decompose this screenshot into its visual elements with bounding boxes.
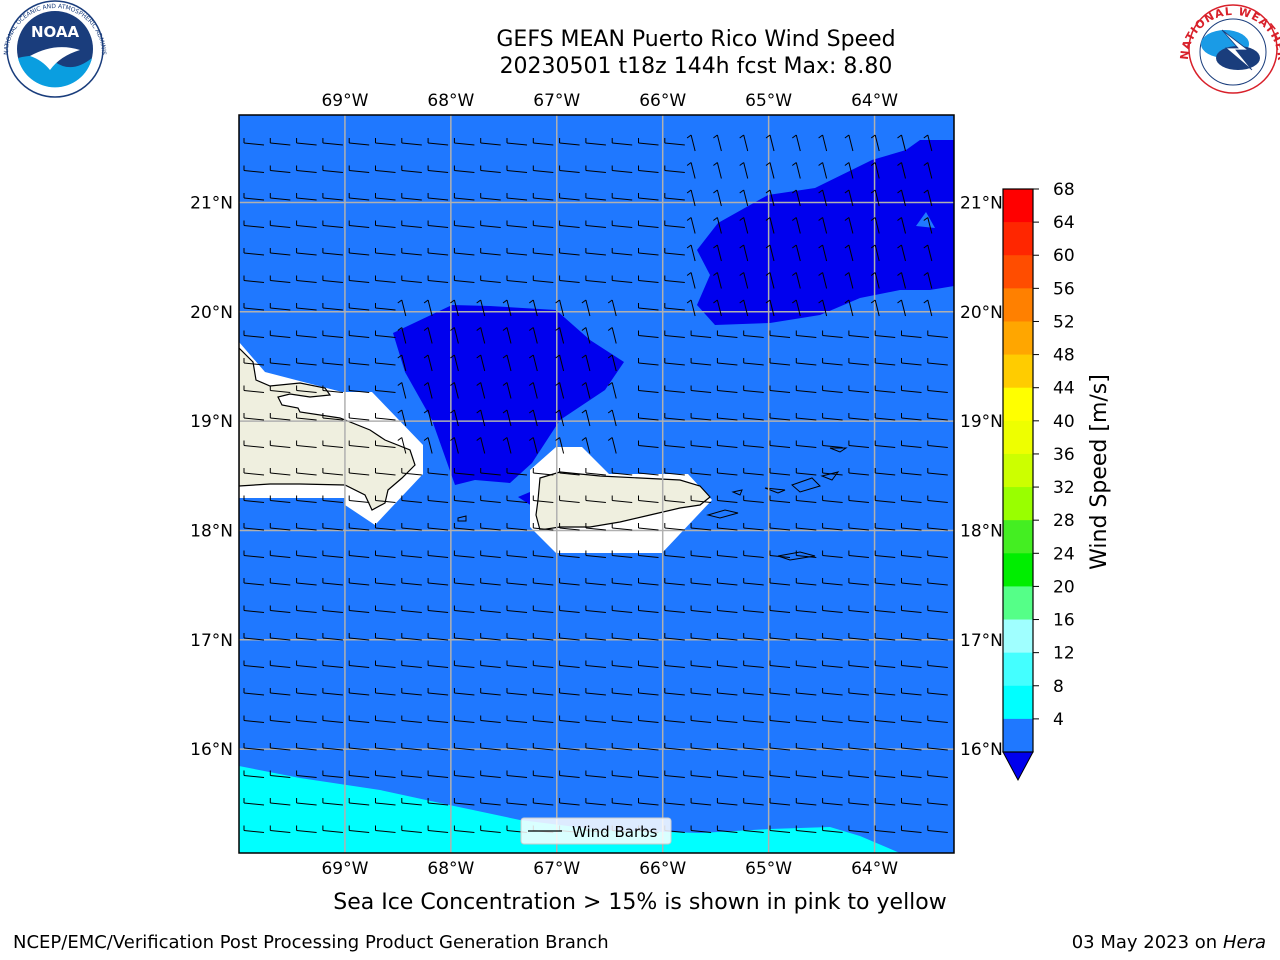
colorbar-bin xyxy=(1003,354,1033,389)
lon-tick-bottom: 69°W xyxy=(321,859,368,879)
lat-tick-left: 21°N xyxy=(190,193,233,213)
colorbar-tick: 16 xyxy=(1053,611,1075,631)
lon-tick-top: 67°W xyxy=(533,91,580,111)
latitude-ticks-right: 21°N 20°N 19°N 18°N 17°N 16°N xyxy=(960,193,1003,760)
footer-branch: NCEP/EMC/Verification Post Processing Pr… xyxy=(13,932,609,953)
colorbar-bin xyxy=(1003,189,1033,223)
lat-tick-left: 16°N xyxy=(190,740,233,760)
colorbar-bin xyxy=(1003,255,1033,289)
colorbar-tick: 60 xyxy=(1053,246,1075,266)
chart-title: GEFS MEAN Puerto Rico Wind Speed xyxy=(496,27,896,52)
wind-barbs xyxy=(243,134,948,833)
colorbar-tick: 56 xyxy=(1053,279,1075,299)
colorbar-bin xyxy=(1003,520,1033,554)
lat-tick-right: 18°N xyxy=(960,521,1003,541)
lon-tick-bottom: 65°W xyxy=(745,859,792,879)
colorbar-tick: 44 xyxy=(1053,379,1075,399)
colorbar-tick: 12 xyxy=(1053,644,1075,664)
colorbar-bin xyxy=(1003,321,1033,356)
svg-text:NATIONAL WEATHER SERVICE: NATIONAL WEATHER SERVICE xyxy=(0,0,1280,62)
map-frame xyxy=(238,114,955,854)
chart-subtitle: 20230501 t18z 144h fcst Max: 8.80 xyxy=(499,54,893,79)
colorbar-bin xyxy=(1003,487,1033,521)
cyan-contour-region xyxy=(239,766,900,853)
lat-tick-right: 17°N xyxy=(960,631,1003,651)
nws-logo: NATIONAL WEATHER SERVICE xyxy=(0,0,1280,94)
colorbar-bin xyxy=(1003,685,1033,720)
noaa-logo: NOAA NATIONAL OCEANIC AND ATMOSPHERIC AD… xyxy=(0,0,107,98)
lat-tick-left: 18°N xyxy=(190,521,233,541)
colorbar-under-arrow xyxy=(1002,751,1034,782)
colorbar: 68 64 60 56 52 48 44 40 36 32 28 24 20 16 12 8 4 xyxy=(1002,180,1075,782)
map-area xyxy=(239,115,954,853)
puerto-rico-land xyxy=(535,471,711,531)
colorbar-tick: 8 xyxy=(1053,677,1064,697)
colorbar-bin xyxy=(1003,387,1033,422)
latitude-ticks-left: 21°N 20°N 19°N 18°N 17°N 16°N xyxy=(190,193,233,760)
lat-tick-left: 19°N xyxy=(190,412,233,432)
longitude-ticks-top: 69°W 68°W 67°W 66°W 65°W 64°W xyxy=(321,91,898,111)
colorbar-bin xyxy=(1003,420,1033,455)
lon-tick-bottom: 66°W xyxy=(639,859,686,879)
lon-tick-top: 64°W xyxy=(851,91,898,111)
lon-tick-top: 69°W xyxy=(321,91,368,111)
footer-host: Hera xyxy=(1222,932,1266,953)
hispaniola-land xyxy=(239,347,416,511)
lon-tick-bottom: 68°W xyxy=(427,859,474,879)
colorbar-tick: 64 xyxy=(1053,213,1075,233)
sea-ice-caption: Sea Ice Concentration > 15% is shown in … xyxy=(333,890,947,915)
footer-date-text: 03 May 2023 on xyxy=(1071,932,1218,953)
colorbar-bin xyxy=(1003,718,1033,753)
lon-tick-bottom: 64°W xyxy=(851,859,898,879)
lon-tick-top: 66°W xyxy=(639,91,686,111)
wind-barbs-legend: Wind Barbs xyxy=(520,817,672,845)
lat-tick-right: 21°N xyxy=(960,193,1003,213)
lat-tick-right: 19°N xyxy=(960,412,1003,432)
colorbar-tick: 20 xyxy=(1053,577,1075,597)
lat-tick-right: 16°N xyxy=(960,740,1003,760)
legend-label: Wind Barbs xyxy=(572,823,658,841)
lon-tick-top: 68°W xyxy=(427,91,474,111)
dark-blue-contour-northeast xyxy=(697,140,954,325)
colorbar-bin xyxy=(1003,222,1033,256)
footer-date: 03 May 2023 on Hera xyxy=(1072,932,1266,953)
dark-blue-contour-small xyxy=(518,492,532,506)
colorbar-bin xyxy=(1003,652,1033,687)
colorbar-bin xyxy=(1003,619,1033,654)
colorbar-tick: 68 xyxy=(1053,180,1075,200)
colorbar-tick: 32 xyxy=(1053,478,1075,498)
colorbar-tick: 28 xyxy=(1053,511,1075,531)
colorbar-tick: 36 xyxy=(1053,445,1075,465)
lon-tick-top: 65°W xyxy=(745,91,792,111)
colorbar-tick: 48 xyxy=(1053,346,1075,366)
lat-tick-left: 20°N xyxy=(190,303,233,323)
colorbar-tick: 52 xyxy=(1053,312,1075,332)
colorbar-tick: 4 xyxy=(1053,710,1064,730)
lat-tick-right: 20°N xyxy=(960,303,1003,323)
colorbar-label: Wind Speed [m/s] xyxy=(1087,374,1112,570)
noaa-logo-text: NOAA xyxy=(31,23,80,41)
colorbar-bin xyxy=(1003,453,1033,488)
colorbar-tick: 24 xyxy=(1053,544,1075,564)
lat-tick-left: 17°N xyxy=(190,631,233,651)
longitude-ticks-bottom: 69°W 68°W 67°W 66°W 65°W 64°W xyxy=(321,859,898,879)
colorbar-bin xyxy=(1003,288,1033,322)
lon-tick-bottom: 67°W xyxy=(533,859,580,879)
colorbar-bin xyxy=(1003,586,1033,621)
colorbar-bin xyxy=(1003,553,1033,587)
colorbar-tick: 40 xyxy=(1053,412,1075,432)
